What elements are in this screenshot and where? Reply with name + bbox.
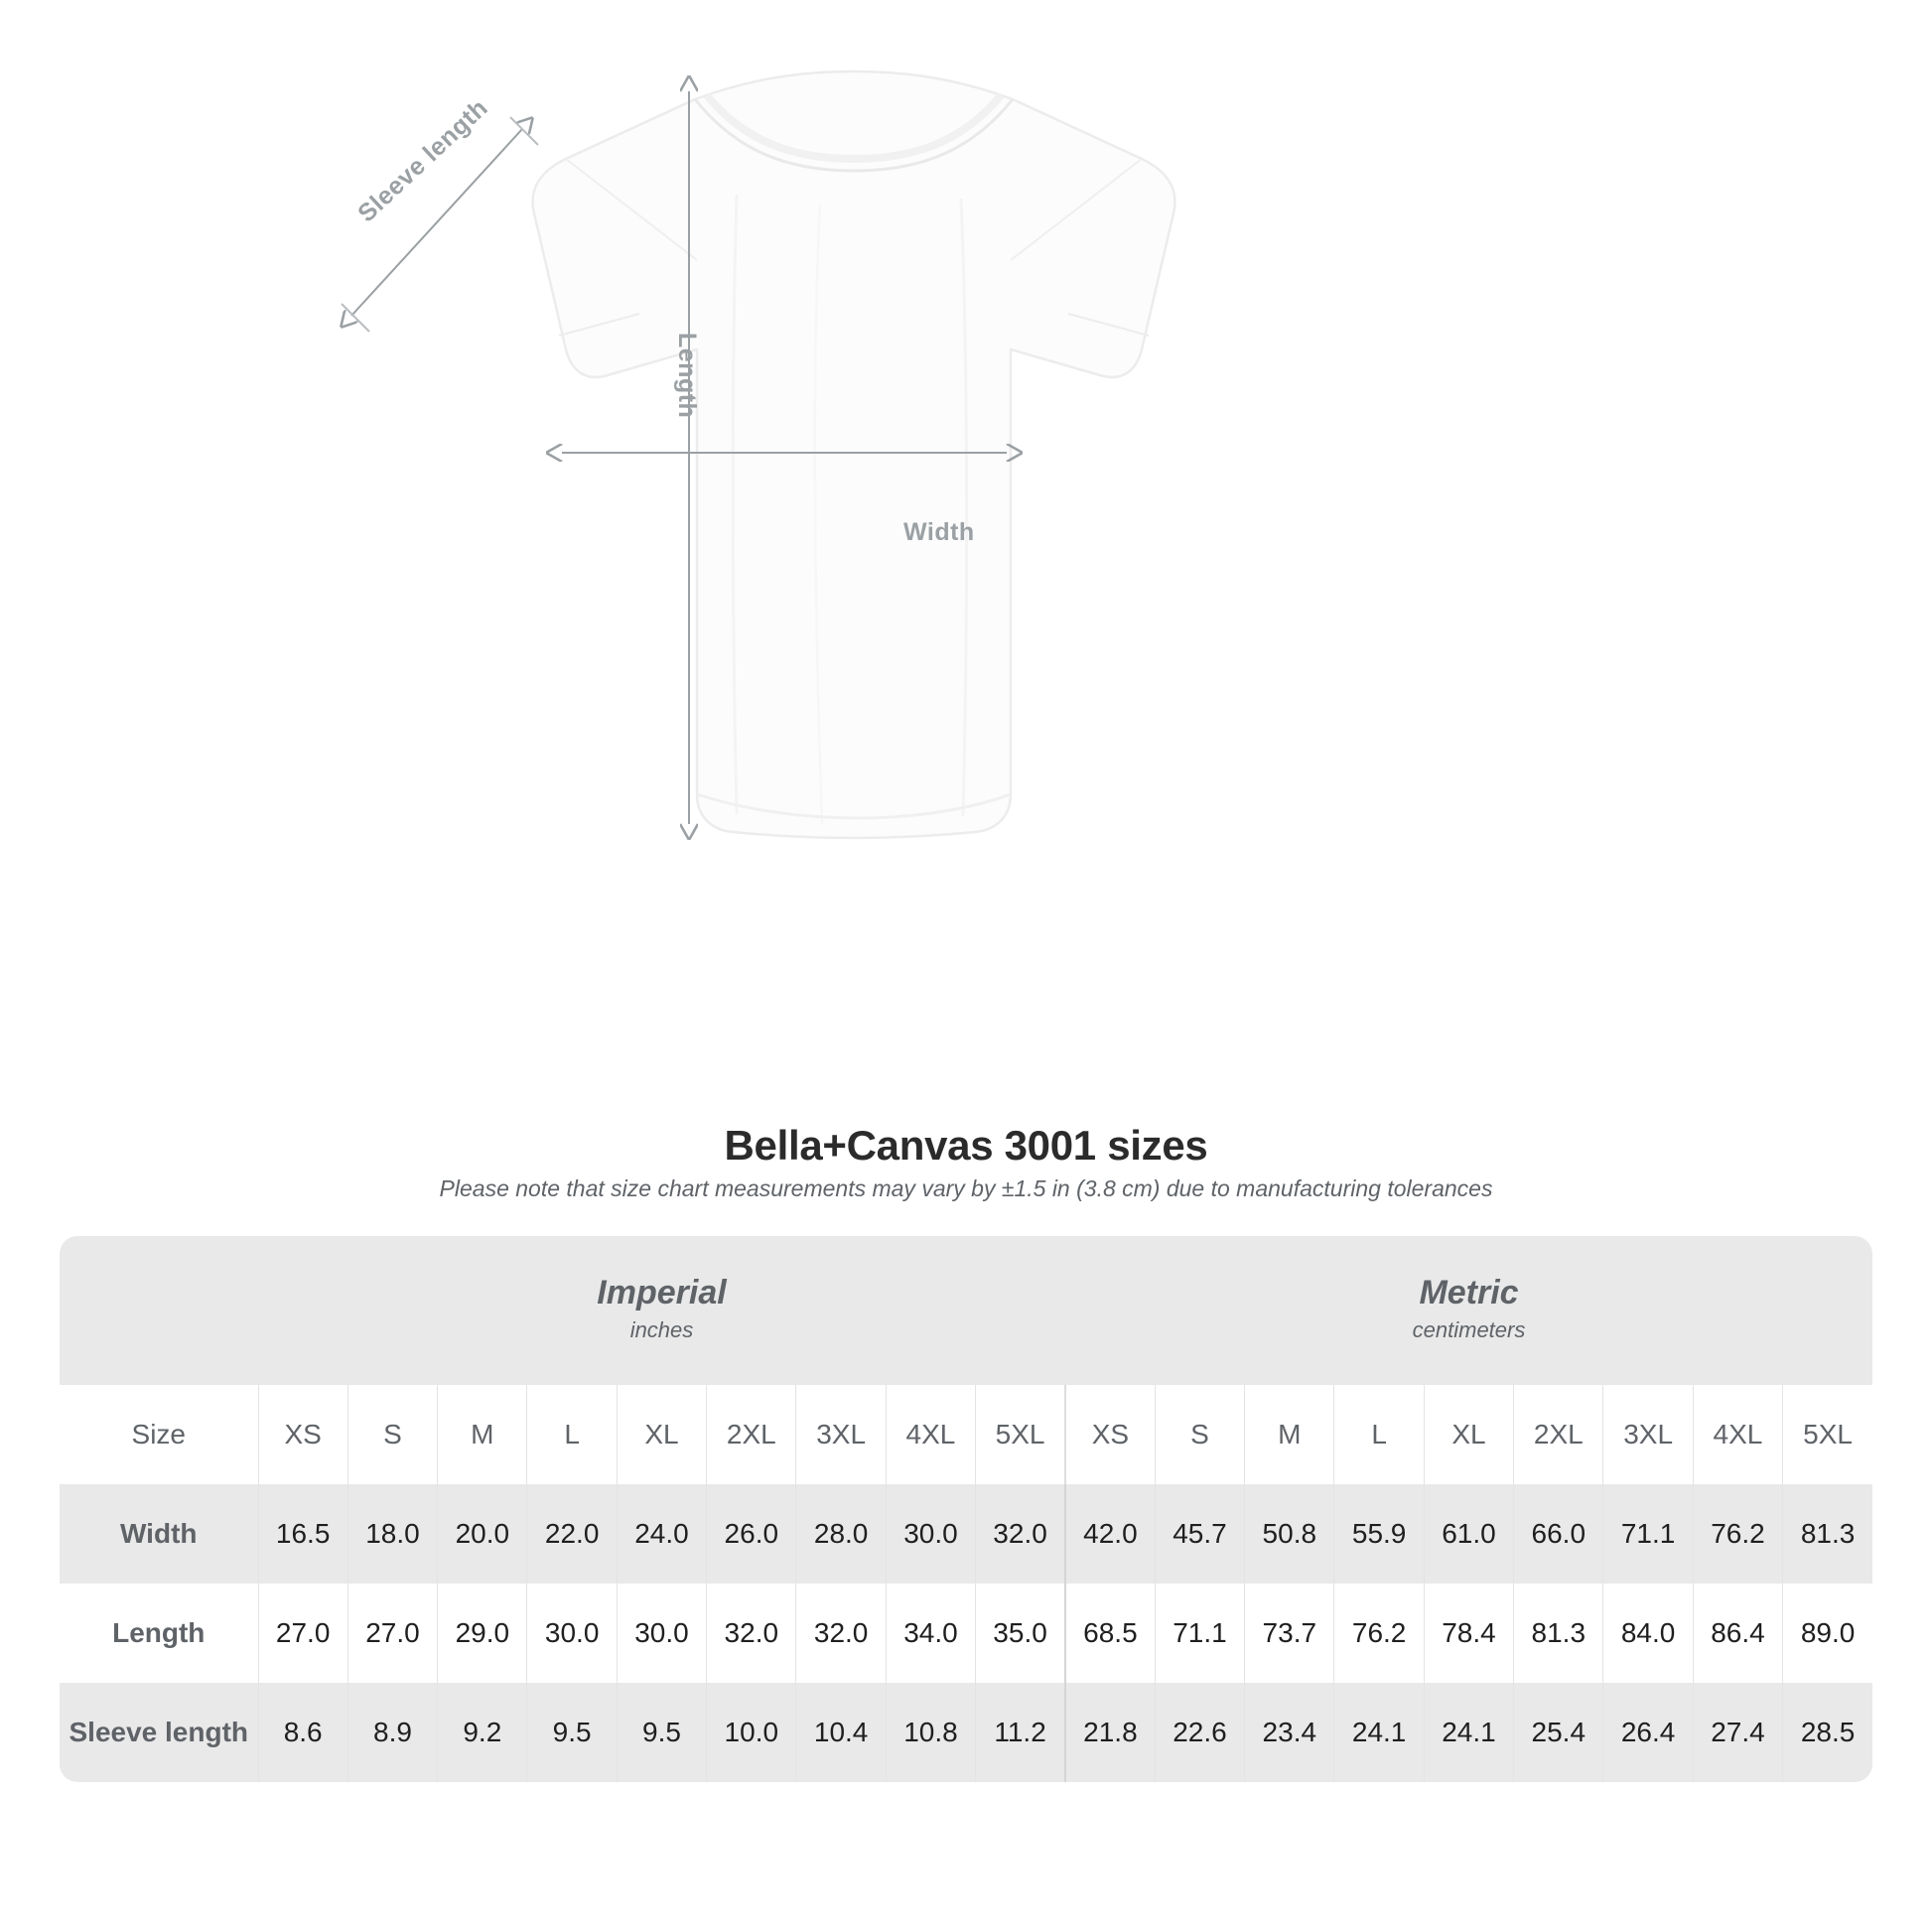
cell-length-metric-5xl: 89.0 [1782, 1584, 1873, 1683]
table-row: Width 16.5 18.0 20.0 22.0 24.0 26.0 28.0… [60, 1484, 1873, 1584]
cell-width-imperial-m: 20.0 [437, 1484, 527, 1584]
size-header-metric-3xl: 3XL [1602, 1385, 1694, 1484]
cell-sleeve-imperial-m: 9.2 [437, 1683, 527, 1782]
table-row: Length 27.0 27.0 29.0 30.0 30.0 32.0 32.… [60, 1584, 1873, 1683]
metric-group-header: Metric centimeters [1064, 1236, 1873, 1385]
cell-width-imperial-s: 18.0 [346, 1484, 438, 1584]
cell-width-imperial-xl: 24.0 [616, 1484, 707, 1584]
cell-sleeve-metric-xl: 24.1 [1423, 1683, 1514, 1782]
cell-width-imperial-l: 22.0 [526, 1484, 618, 1584]
size-header-metric-5xl: 5XL [1782, 1385, 1873, 1484]
cell-sleeve-imperial-5xl: 11.2 [975, 1683, 1065, 1782]
cell-sleeve-imperial-xs: 8.6 [257, 1683, 348, 1782]
size-header-imperial-xl: XL [616, 1385, 707, 1484]
cell-width-imperial-3xl: 28.0 [795, 1484, 887, 1584]
cell-length-metric-m: 73.7 [1244, 1584, 1334, 1683]
cell-length-imperial-m: 29.0 [437, 1584, 527, 1683]
tshirt-diagram: Sleeve length Length Width [0, 69, 1176, 1122]
cell-sleeve-metric-m: 23.4 [1244, 1683, 1334, 1782]
cell-sleeve-imperial-xl: 9.5 [616, 1683, 707, 1782]
cell-width-metric-2xl: 66.0 [1513, 1484, 1603, 1584]
row-label-sleeve-length: Sleeve length [60, 1683, 258, 1782]
size-chart-table: Imperial inches Metric centimeters Size … [60, 1236, 1873, 1782]
size-header-imperial-xs: XS [257, 1385, 348, 1484]
tshirt-icon [0, 69, 1176, 1122]
cell-sleeve-imperial-l: 9.5 [526, 1683, 618, 1782]
cell-width-metric-l: 55.9 [1333, 1484, 1425, 1584]
table-row: Sleeve length 8.6 8.9 9.2 9.5 9.5 10.0 1… [60, 1683, 1873, 1782]
cell-sleeve-metric-2xl: 25.4 [1513, 1683, 1603, 1782]
row-label-length: Length [60, 1584, 258, 1683]
size-table-container: Imperial inches Metric centimeters Size … [0, 1236, 1932, 1782]
tshirt-shape [531, 69, 1176, 840]
size-header-imperial-3xl: 3XL [795, 1385, 887, 1484]
size-header-imperial-2xl: 2XL [706, 1385, 796, 1484]
cell-width-metric-4xl: 76.2 [1692, 1484, 1783, 1584]
cell-sleeve-imperial-s: 8.9 [346, 1683, 438, 1782]
cell-length-metric-xl: 78.4 [1423, 1584, 1514, 1683]
size-header-row: Size XS S M L XL 2XL 3XL 4XL 5XL XS S M … [60, 1385, 1873, 1484]
cell-width-metric-m: 50.8 [1244, 1484, 1334, 1584]
size-header-imperial-5xl: 5XL [975, 1385, 1065, 1484]
cell-width-imperial-xs: 16.5 [257, 1484, 348, 1584]
unit-banner-row: Imperial inches Metric centimeters [60, 1236, 1873, 1385]
cell-length-imperial-s: 27.0 [346, 1584, 438, 1683]
cell-length-imperial-5xl: 35.0 [975, 1584, 1065, 1683]
size-header-metric-m: M [1244, 1385, 1334, 1484]
cell-width-imperial-4xl: 30.0 [885, 1484, 976, 1584]
size-row-header-label: Size [60, 1385, 258, 1484]
size-header-imperial-m: M [437, 1385, 527, 1484]
cell-sleeve-imperial-3xl: 10.4 [795, 1683, 887, 1782]
imperial-group-unit: inches [629, 1316, 694, 1342]
metric-group-name: Metric [1419, 1273, 1519, 1311]
size-header-imperial-s: S [346, 1385, 438, 1484]
cell-sleeve-metric-xs: 21.8 [1063, 1683, 1156, 1782]
sleeve-dimension-arrow-icon [342, 117, 539, 333]
cell-sleeve-metric-5xl: 28.5 [1782, 1683, 1873, 1782]
metric-group-unit: centimeters [1412, 1316, 1526, 1342]
cell-length-imperial-l: 30.0 [526, 1584, 618, 1683]
imperial-group-header: Imperial inches [258, 1236, 1065, 1385]
cell-length-imperial-4xl: 34.0 [885, 1584, 976, 1683]
length-dimension-label: Length [673, 333, 701, 419]
cell-sleeve-metric-l: 24.1 [1333, 1683, 1425, 1782]
cell-sleeve-imperial-4xl: 10.8 [885, 1683, 976, 1782]
size-header-imperial-l: L [526, 1385, 618, 1484]
cell-length-metric-4xl: 86.4 [1692, 1584, 1783, 1683]
cell-sleeve-imperial-2xl: 10.0 [706, 1683, 796, 1782]
size-header-imperial-4xl: 4XL [885, 1385, 976, 1484]
cell-width-imperial-5xl: 32.0 [975, 1484, 1065, 1584]
cell-sleeve-metric-3xl: 26.4 [1602, 1683, 1694, 1782]
cell-width-metric-5xl: 81.3 [1782, 1484, 1873, 1584]
size-header-metric-s: S [1154, 1385, 1245, 1484]
size-header-metric-4xl: 4XL [1692, 1385, 1783, 1484]
size-header-metric-l: L [1333, 1385, 1425, 1484]
cell-length-metric-3xl: 84.0 [1602, 1584, 1694, 1683]
cell-width-metric-3xl: 71.1 [1602, 1484, 1694, 1584]
width-dimension-label: Width [903, 518, 975, 546]
cell-length-imperial-3xl: 32.0 [795, 1584, 887, 1683]
cell-width-metric-xs: 42.0 [1063, 1484, 1156, 1584]
cell-length-imperial-2xl: 32.0 [706, 1584, 796, 1683]
cell-length-metric-xs: 68.5 [1063, 1584, 1156, 1683]
cell-length-metric-2xl: 81.3 [1513, 1584, 1603, 1683]
chart-caption: Bella+Canvas 3001 sizes Please note that… [0, 1122, 1932, 1236]
cell-length-imperial-xl: 30.0 [616, 1584, 707, 1683]
cell-length-metric-l: 76.2 [1333, 1584, 1425, 1683]
size-header-metric-2xl: 2XL [1513, 1385, 1603, 1484]
cell-width-imperial-2xl: 26.0 [706, 1484, 796, 1584]
row-label-width: Width [60, 1484, 258, 1584]
page-title: Bella+Canvas 3001 sizes [724, 1122, 1208, 1169]
table-corner-cell [60, 1236, 258, 1385]
cell-width-metric-s: 45.7 [1154, 1484, 1245, 1584]
tolerance-note: Please note that size chart measurements… [439, 1175, 1493, 1201]
cell-length-metric-s: 71.1 [1154, 1584, 1245, 1683]
size-header-metric-xl: XL [1423, 1385, 1514, 1484]
cell-sleeve-metric-s: 22.6 [1154, 1683, 1245, 1782]
cell-sleeve-metric-4xl: 27.4 [1692, 1683, 1783, 1782]
cell-width-metric-xl: 61.0 [1423, 1484, 1514, 1584]
imperial-group-name: Imperial [597, 1273, 727, 1311]
cell-length-imperial-xs: 27.0 [257, 1584, 348, 1683]
size-header-metric-xs: XS [1063, 1385, 1156, 1484]
